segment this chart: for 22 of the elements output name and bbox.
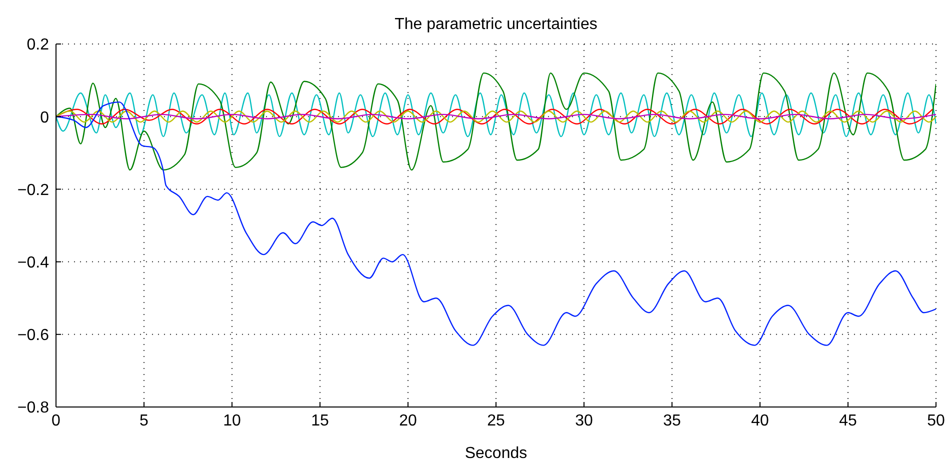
x-axis-title: Seconds xyxy=(464,445,528,462)
x-tick-label: 10 xyxy=(223,412,241,430)
y-tick-label: −0.8 xyxy=(17,400,50,417)
y-tick-label: −0.6 xyxy=(17,327,50,344)
x-tick-label: 30 xyxy=(575,412,593,430)
y-tick-label: 0.2 xyxy=(26,36,50,54)
x-tick-label: 0 xyxy=(52,412,61,430)
line-series xyxy=(56,92,936,138)
line-series xyxy=(56,101,936,346)
y-tick-label: 0 xyxy=(40,109,50,126)
chart-title: The parametric uncertainties xyxy=(394,16,598,34)
x-tick-label: 25 xyxy=(487,412,505,430)
x-tick-label: 40 xyxy=(751,412,769,430)
x-tick-label: 35 xyxy=(663,412,681,430)
line-series xyxy=(56,72,936,171)
y-tick-label: −0.4 xyxy=(17,254,50,272)
x-tick-label: 20 xyxy=(399,412,417,430)
y-tick-label: −0.2 xyxy=(17,182,50,199)
x-tick-label: 45 xyxy=(839,412,857,430)
x-tick-label: 50 xyxy=(927,412,945,430)
x-tick-label: 5 xyxy=(140,412,149,430)
x-tick-label: 15 xyxy=(311,412,329,430)
